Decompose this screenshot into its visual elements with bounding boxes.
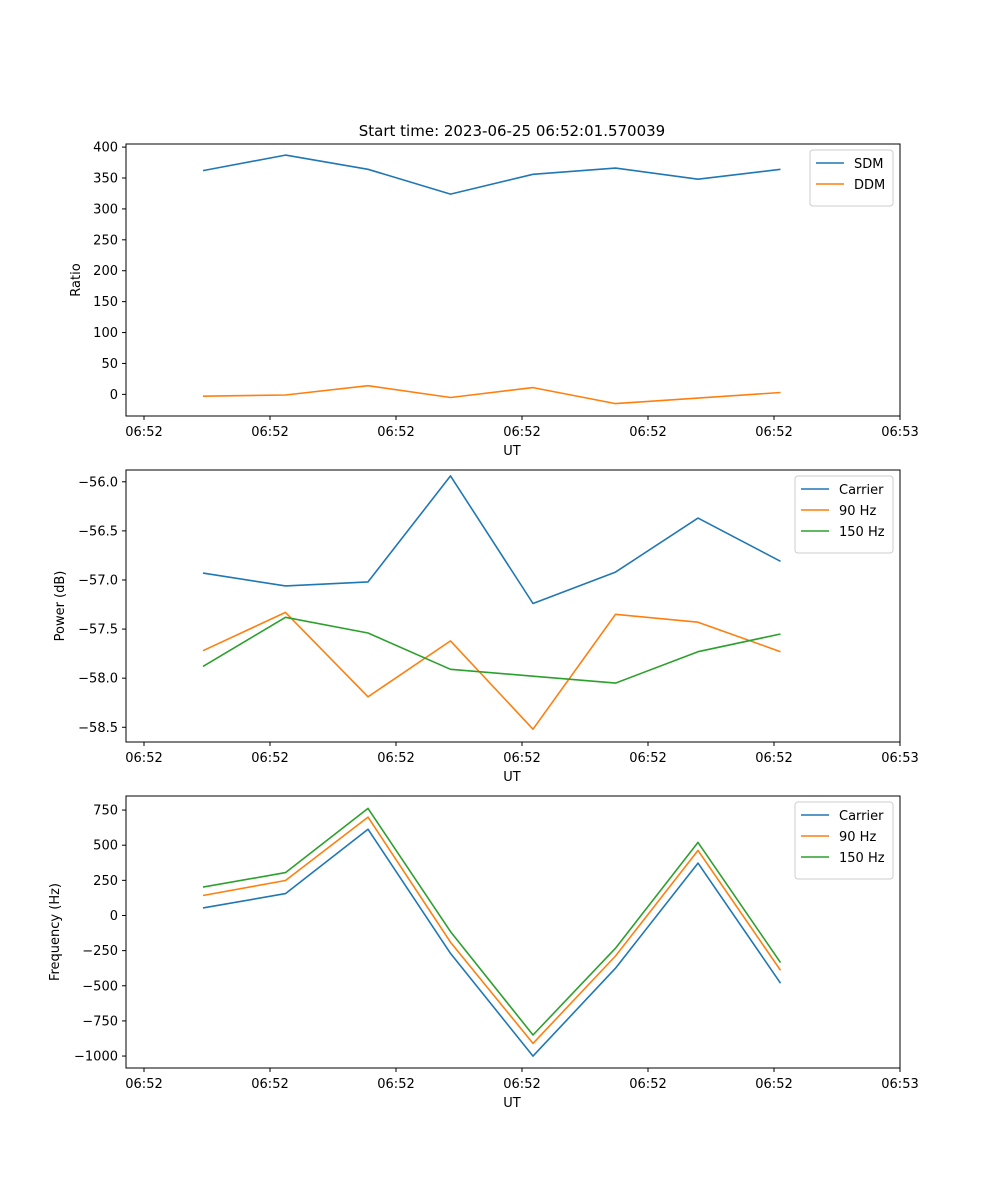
frequency-panel: 06:52 06:52 06:52 06:52 06:52 06:52 06:53 UT −10… (48, 795, 919, 1111)
frequency-y-tick-label: −500 (82, 979, 118, 994)
power-legend-label-90-hz: 90 Hz (839, 504, 876, 519)
ratio-legend-box (809, 149, 894, 207)
figure-title: Start time: 2023-06-25 06:52:01.570039 (359, 122, 665, 140)
ratio-legend-label-ddm: DDM (854, 178, 885, 193)
ratio-x-tick-label: 06:52 (503, 425, 540, 440)
power-y-axis-label: Power (dB) (53, 571, 68, 642)
ratio-legend: SDM DDM (809, 149, 894, 207)
power-series-carrier-line (202, 475, 781, 605)
ratio-x-tick-label: 06:52 (125, 425, 162, 440)
power-y-tick-label: −58.0 (78, 672, 118, 687)
ratio-y-tick-label: 350 (93, 172, 118, 187)
frequency-y-tick-label: −750 (82, 1014, 118, 1029)
ratio-x-axis-label: UT (503, 444, 521, 459)
power-x-tick-label: 06:52 (251, 751, 288, 766)
power-legend-label-150-hz: 150 Hz (839, 525, 885, 540)
power-x-tick-label: 06:53 (881, 751, 918, 766)
ratio-x-tick-label: 06:52 (755, 425, 792, 440)
ratio-y-tick-label: 0 (110, 388, 118, 403)
power-series-150-hz-line (202, 616, 781, 684)
ratio-y-tick-label: 100 (93, 326, 118, 341)
frequency-x-tick-label: 06:52 (125, 1077, 162, 1092)
ratio-x-tick-label: 06:52 (629, 425, 666, 440)
ratio-y-tick-label: 250 (93, 233, 118, 248)
power-series-90-hz-line (202, 611, 781, 731)
power-panel: 06:52 06:52 06:52 06:52 06:52 06:52 06:53 UT −58… (53, 469, 919, 785)
frequency-y-tick-label: 0 (110, 909, 118, 924)
frequency-legend: Carrier 90 Hz 150 Hz (794, 801, 894, 880)
power-x-axis-label: UT (503, 770, 521, 785)
frequency-x-tick-label: 06:52 (629, 1077, 666, 1092)
ratio-y-tick-label: 300 (93, 202, 118, 217)
ratio-axes-frame (125, 143, 901, 417)
power-y-tick-label: −56.5 (78, 524, 118, 539)
frequency-legend-label-carrier: Carrier (839, 809, 884, 824)
frequency-y-tick-label: 500 (93, 839, 118, 854)
ratio-x-tick-label: 06:52 (251, 425, 288, 440)
power-x-tick-label: 06:52 (377, 751, 414, 766)
power-y-tick-label: −57.0 (78, 573, 118, 588)
power-y-tick-label: −56.0 (78, 475, 118, 490)
power-x-tick-label: 06:52 (125, 751, 162, 766)
ratio-x-tick-label: 06:53 (881, 425, 918, 440)
ratio-y-axis-label: Ratio (69, 263, 84, 296)
power-x-tick-label: 06:52 (629, 751, 666, 766)
ratio-series-sdm-line (202, 154, 781, 195)
frequency-axes-frame (125, 795, 901, 1069)
frequency-x-tick-label: 06:52 (377, 1077, 414, 1092)
frequency-x-tick-label: 06:52 (755, 1077, 792, 1092)
frequency-series-150-hz-line (202, 807, 782, 1036)
frequency-legend-box (794, 801, 894, 880)
ratio-legend-label-sdm: SDM (854, 157, 883, 172)
power-axes-frame (125, 469, 901, 743)
ratio-y-tick-label: 50 (101, 357, 118, 372)
power-legend-box (794, 475, 894, 554)
frequency-y-tick-label: −1000 (74, 1050, 118, 1065)
power-y-tick-label: −57.5 (78, 623, 118, 638)
frequency-x-tick-label: 06:52 (251, 1077, 288, 1092)
ratio-panel: 06:52 06:52 06:52 06:52 06:52 06:52 06:53 UT 0 50… (69, 141, 919, 459)
frequency-y-tick-label: −250 (82, 944, 118, 959)
ratio-y-tick-label: 150 (93, 295, 118, 310)
frequency-legend-label-150-hz: 150 Hz (839, 851, 885, 866)
frequency-legend-label-90-hz: 90 Hz (839, 830, 876, 845)
frequency-y-tick-label: 250 (93, 874, 118, 889)
power-x-tick-label: 06:52 (755, 751, 792, 766)
frequency-y-axis-label: Frequency (Hz) (48, 883, 63, 981)
frequency-y-tick-label: 750 (93, 804, 118, 819)
frequency-x-axis-label: UT (503, 1096, 521, 1111)
power-x-tick-label: 06:52 (503, 751, 540, 766)
frequency-series-carrier-line (202, 828, 782, 1057)
frequency-x-tick-label: 06:53 (881, 1077, 918, 1092)
frequency-series-90-hz-line (202, 816, 782, 1045)
ratio-series-ddm-line (202, 384, 781, 405)
power-legend-label-carrier: Carrier (839, 483, 884, 498)
power-legend: Carrier 90 Hz 150 Hz (794, 475, 894, 554)
ratio-x-tick-label: 06:52 (377, 425, 414, 440)
power-y-tick-label: −58.5 (78, 721, 118, 736)
ratio-y-tick-label: 200 (93, 264, 118, 279)
frequency-x-tick-label: 06:52 (503, 1077, 540, 1092)
ratio-y-tick-label: 400 (93, 141, 118, 156)
